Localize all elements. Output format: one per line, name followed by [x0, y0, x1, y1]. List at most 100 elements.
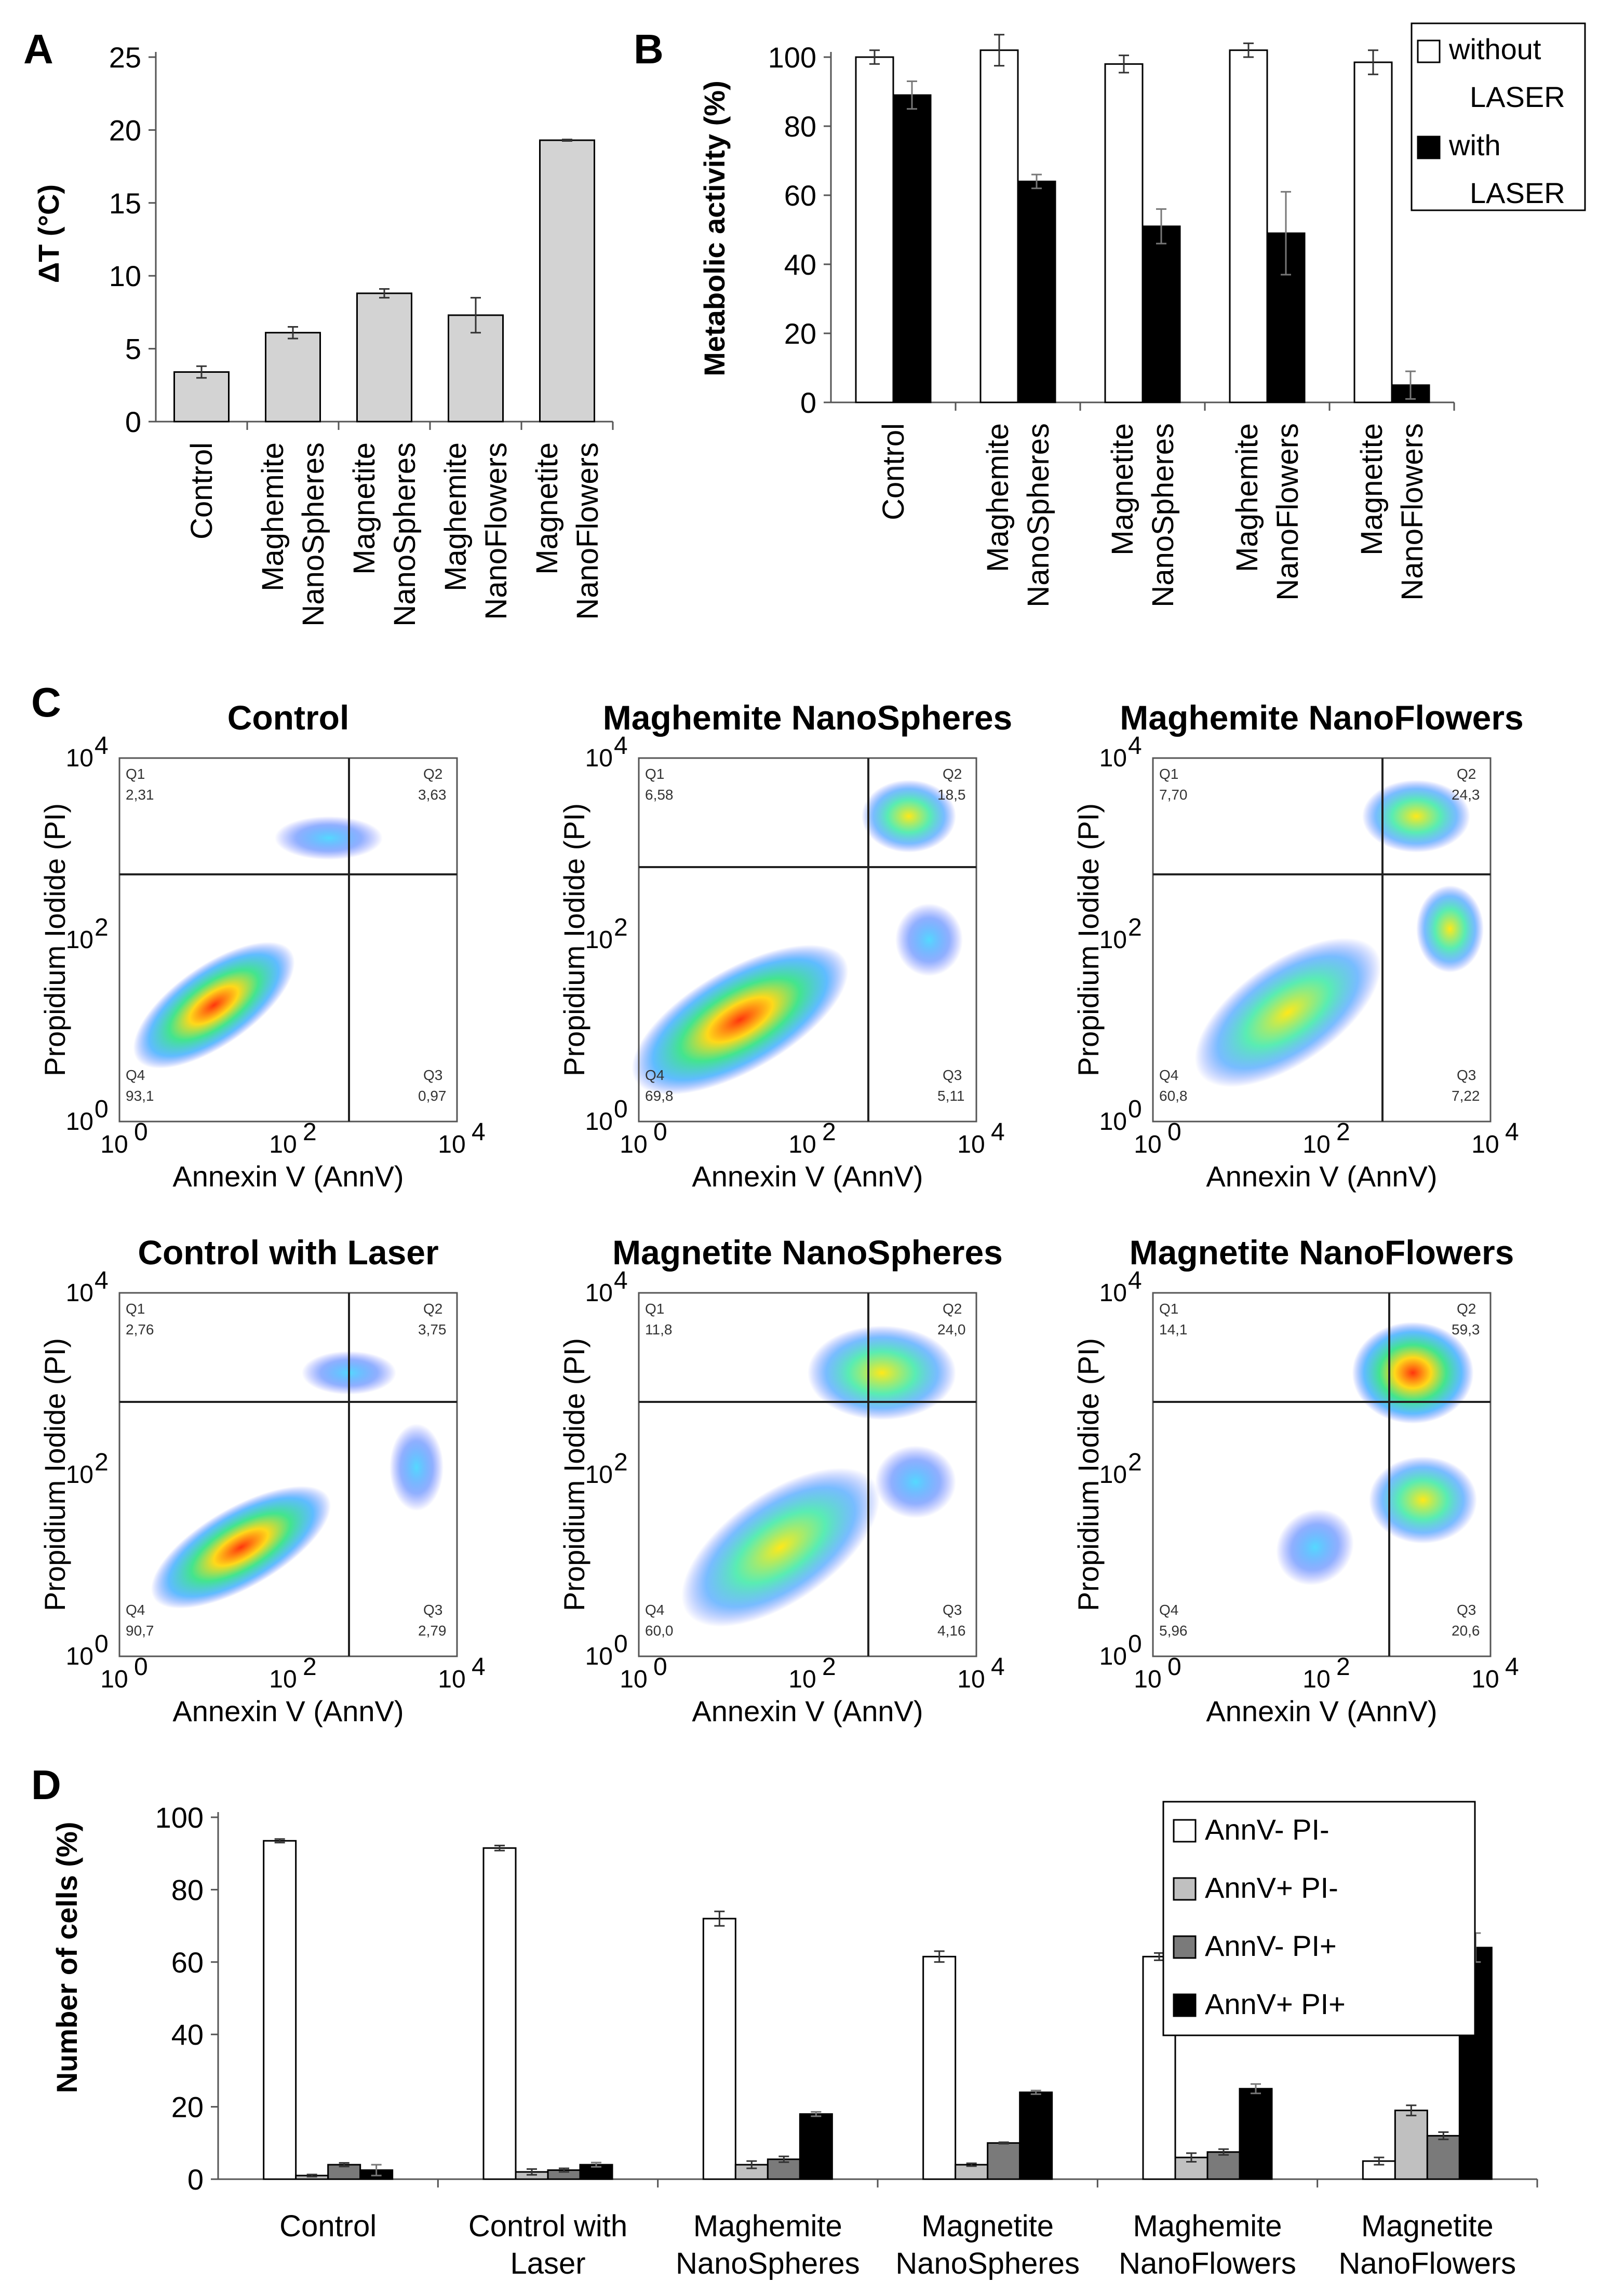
chart-B-category-label: NanoSpheres [1146, 423, 1180, 607]
flow-q1-label: Q1 [645, 1301, 664, 1317]
flow-y-tick-label: 10 [1099, 1643, 1127, 1670]
chart-b: Metabolic activity (%) 0 20 40 60 80 100 Contr… [698, 22, 1586, 607]
flow-q3-label: Q3 [943, 1602, 962, 1618]
flow-density-cloud [1352, 1322, 1474, 1424]
flow-y-tick-exponent: 4 [1128, 732, 1142, 760]
flow-x-tick-label: 10 [438, 1131, 465, 1158]
flow-density-cloud [151, 1485, 331, 1609]
flow-q2-value: 3,63 [418, 787, 447, 803]
chart-D-bar [702, 1917, 736, 2180]
flow-q3-value: 4,16 [937, 1623, 966, 1639]
chart-A-ytick-label: 15 [109, 187, 141, 220]
chart-D-category-label: Magnetite [1361, 2209, 1494, 2243]
chart-A-category-label: Maghemite [439, 442, 473, 591]
flow-x-tick-label: 10 [269, 1131, 297, 1158]
chart-D-ytick-label: 100 [155, 1801, 204, 1834]
flow-plot-frame [118, 1292, 458, 1657]
flow-plot: Magnetite NanoFlowers Q1 14,1 Q2 59,3 Q3 20,6 Q… [1072, 1233, 1519, 1727]
chart-A-ytick-label: 0 [125, 406, 141, 438]
flow-y-tick-exponent: 0 [1128, 1096, 1142, 1123]
chart-D-legend-label: AnnV- PI+ [1205, 1929, 1337, 1962]
flow-x-tick-exponent: 4 [1505, 1653, 1519, 1681]
chart-B-category-label: Magnetite [1355, 423, 1389, 556]
flow-x-axis-title: Annexin V (AnnV) [692, 1695, 923, 1727]
chart-B-ytick-label: 0 [800, 386, 816, 419]
flow-x-tick-exponent: 0 [653, 1118, 667, 1146]
chart-D-legend-swatch [1173, 1819, 1197, 1843]
chart-D-category-label: Maghemite [1133, 2209, 1282, 2243]
chart-A-ytick-label: 20 [109, 114, 141, 146]
flow-density-cloud [862, 780, 956, 853]
flow-density-cloud [895, 903, 963, 976]
chart-B-legend-label: LASER [1470, 177, 1565, 209]
flow-y-tick-label: 10 [66, 1461, 93, 1489]
flow-q2-value: 24,0 [937, 1321, 966, 1338]
chart-B-ytick-label: 80 [784, 110, 816, 143]
flow-plot-frame [1152, 757, 1492, 1123]
chart-D-bar [1206, 2151, 1241, 2180]
flow-q1-value: 14,1 [1159, 1321, 1188, 1338]
flow-x-axis-title: Annexin V (AnnV) [1206, 1695, 1437, 1727]
flow-y-axis-title: Propidium Iodide (PI) [558, 803, 590, 1076]
chart-B-legend-box [1411, 22, 1586, 211]
flow-density-cloud [632, 944, 849, 1095]
flow-x-tick-label: 10 [1471, 1666, 1499, 1693]
flow-q3-label: Q3 [423, 1067, 442, 1083]
chart-A-ytick-label: 25 [109, 41, 141, 74]
flow-x-tick-exponent: 0 [1167, 1653, 1181, 1681]
chart-B-category-label: Maghemite [1230, 423, 1264, 572]
flow-q4-value: 60,0 [645, 1623, 674, 1639]
flow-x-tick-exponent: 2 [303, 1653, 317, 1681]
flow-q4-value: 69,8 [645, 1088, 674, 1104]
flow-x-axis-title: Annexin V (AnnV) [1206, 1160, 1437, 1193]
flow-q2-label: Q2 [1457, 766, 1476, 782]
flow-plot-title: Magnetite NanoFlowers [1130, 1233, 1514, 1272]
flow-x-tick-label: 10 [100, 1131, 128, 1158]
flow-density-cloud [1362, 780, 1470, 853]
chart-D-category-label: NanoFlowers [1119, 2247, 1296, 2280]
flow-y-axis-title: Propidium Iodide (PI) [38, 1338, 71, 1611]
chart-D-legend-label: AnnV+ PI+ [1205, 1988, 1346, 2020]
flow-q1-value: 7,70 [1159, 787, 1188, 803]
flow-density-cloud [808, 1326, 956, 1420]
flow-q3-label: Q3 [423, 1602, 442, 1618]
flow-y-tick-exponent: 4 [95, 1267, 109, 1294]
flow-q2-label: Q2 [943, 766, 962, 782]
flow-y-tick-exponent: 2 [614, 1449, 628, 1476]
chart-A-bar [173, 371, 230, 423]
flow-y-tick-label: 10 [1099, 1461, 1127, 1489]
chart-A-category-label: NanoSpheres [297, 442, 330, 627]
chart-A-bar [539, 139, 595, 423]
flow-q4-value: 93,1 [126, 1088, 154, 1104]
flow-y-tick-exponent: 2 [1128, 1449, 1142, 1476]
flow-plot-frame [638, 757, 977, 1123]
flow-x-tick-label: 10 [788, 1666, 816, 1693]
flow-x-tick-exponent: 4 [991, 1118, 1005, 1146]
chart-d: Number of cells (%) 0 20 40 60 80 100 Control C… [50, 1801, 1538, 2280]
chart-B-category-label: NanoFlowers [1395, 423, 1429, 601]
flow-q4-label: Q4 [645, 1602, 664, 1618]
chart-A-category-label: NanoSpheres [388, 442, 422, 627]
chart-d-y-title: Number of cells (%) [50, 1822, 83, 2094]
flow-x-tick-exponent: 2 [1336, 1653, 1350, 1681]
flow-q2-value: 24,3 [1452, 787, 1480, 803]
chart-A-category-label: Maghemite [256, 442, 290, 591]
flow-density-cloud [390, 1424, 444, 1511]
chart-a-y-title: ΔT (°C) [32, 184, 65, 283]
chart-B-bar [855, 56, 894, 403]
chart-D-bar [922, 1955, 957, 2180]
flow-q1-label: Q1 [1159, 766, 1178, 782]
chart-D-legend-swatch [1173, 1993, 1197, 2017]
chart-B-category-label: NanoSpheres [1022, 423, 1055, 607]
flow-x-axis-title: Annexin V (AnnV) [172, 1160, 404, 1193]
flow-y-axis-title: Propidium Iodide (PI) [558, 1338, 590, 1611]
chart-A-category-label: Magnetite [347, 442, 381, 575]
flow-x-tick-label: 10 [788, 1131, 816, 1158]
chart-D-ytick-label: 60 [171, 1946, 204, 1979]
chart-D-bar [799, 2113, 833, 2180]
flow-q2-label: Q2 [423, 1301, 442, 1317]
flow-y-tick-exponent: 2 [614, 914, 628, 941]
